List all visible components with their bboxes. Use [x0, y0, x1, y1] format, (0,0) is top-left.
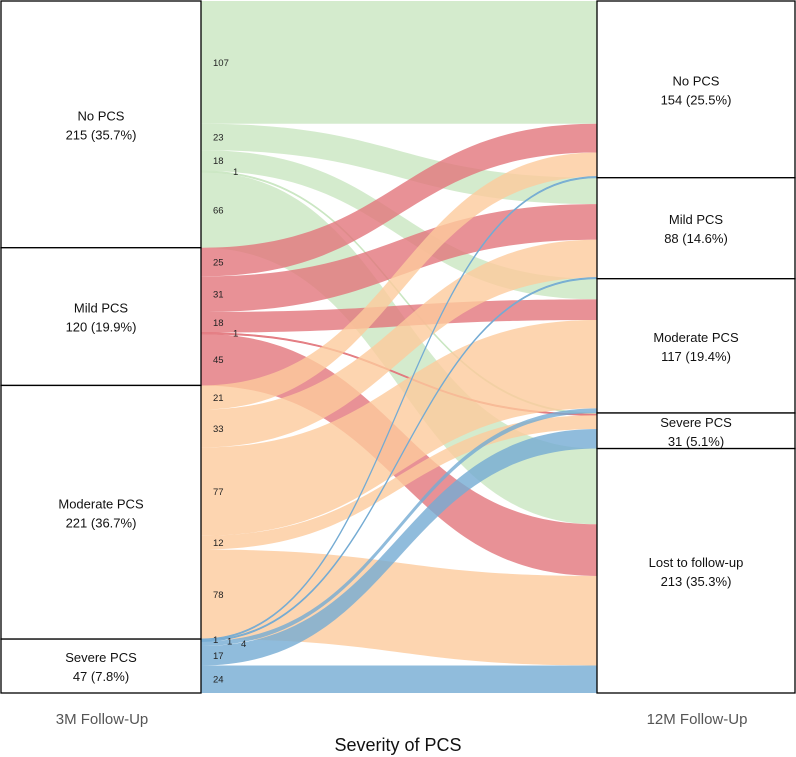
node-label: Mild PCS	[74, 301, 129, 316]
right-node-severe: Severe PCS 31 (5.1%)	[596, 412, 796, 450]
flow-mild-to-moderate	[201, 299, 597, 333]
flow-value-label: 21	[213, 393, 224, 404]
node-box	[596, 177, 796, 280]
flow-value-label: 1	[233, 329, 238, 340]
sankey-diagram: No PCS 215 (35.7%) Mild PCS 120 (19.9%) Mode…	[0, 0, 796, 694]
node-value-label: 47 (7.8%)	[73, 669, 129, 684]
flow-value-label: 4	[241, 639, 246, 650]
flow-value-label: 77	[213, 487, 224, 498]
flow-value-label: 33	[213, 424, 224, 435]
flow-value-label: 17	[213, 651, 224, 662]
node-box	[0, 0, 202, 249]
right-node-lost: Lost to follow-up 213 (35.3%)	[596, 447, 796, 694]
node-label: Mild PCS	[669, 212, 724, 227]
flow-moderate-to-mild	[201, 239, 597, 448]
flow-mild-to-no	[201, 123, 597, 277]
node-label: Lost to follow-up	[649, 555, 744, 570]
flow-value-label: 78	[213, 590, 224, 601]
node-value-label: 215 (35.7%)	[66, 127, 137, 142]
flow-moderate-to-no	[201, 152, 597, 410]
node-label: Severe PCS	[660, 415, 732, 430]
right-node-moderate: Moderate PCS 117 (19.4%)	[596, 278, 796, 414]
flow-value-label: 66	[213, 205, 224, 216]
left-node-no: No PCS 215 (35.7%)	[0, 0, 202, 249]
flow-value-label: 12	[213, 538, 224, 549]
flow-value-label: 18	[213, 318, 224, 329]
right-node-no: No PCS 154 (25.5%)	[596, 0, 796, 179]
flow-value-label: 18	[213, 156, 224, 167]
flow-severe-to-severe	[201, 429, 597, 666]
flow-value-label: 31	[213, 290, 224, 301]
flow-value-label: 1	[233, 167, 238, 178]
flow-no-to-no	[201, 1, 597, 124]
right-axis-label: 12M Follow-Up	[646, 711, 748, 728]
node-value-label: 221 (36.7%)	[66, 515, 137, 530]
node-value-label: 117 (19.4%)	[661, 349, 731, 364]
node-box	[596, 447, 796, 694]
node-label: Moderate PCS	[58, 496, 144, 511]
flow-value-label: 23	[213, 132, 224, 143]
flow-severe-to-moderate	[201, 408, 597, 646]
flow-moderate-to-moderate	[201, 320, 597, 536]
flows-layer	[200, 1, 598, 693]
left-node-mild: Mild PCS 120 (19.9%)	[0, 247, 202, 387]
flow-value-label: 25	[213, 258, 224, 269]
node-value-label: 213 (35.3%)	[661, 574, 732, 589]
left-axis-label: 3M Follow-Up	[55, 711, 149, 728]
node-box	[0, 638, 202, 694]
node-label: No PCS	[78, 108, 125, 123]
left-node-moderate: Moderate PCS 221 (36.7%)	[0, 384, 202, 640]
flow-value-label: 1	[227, 636, 232, 647]
node-label: Moderate PCS	[653, 330, 739, 345]
nodes-layer: No PCS 215 (35.7%) Mild PCS 120 (19.9%) Mode…	[0, 0, 796, 694]
flow-value-label: 45	[213, 355, 224, 366]
node-value-label: 88 (14.6%)	[664, 231, 728, 246]
flow-no-to-moderate	[201, 150, 597, 300]
flow-severe-to-lost	[201, 665, 597, 693]
node-value-label: 154 (25.5%)	[661, 92, 732, 107]
flow-mild-to-mild	[201, 204, 597, 312]
node-box	[0, 247, 202, 387]
flow-moderate-to-severe	[201, 415, 597, 550]
left-node-severe: Severe PCS 47 (7.8%)	[0, 638, 202, 694]
node-box	[596, 278, 796, 414]
node-value-label: 31 (5.1%)	[668, 434, 724, 449]
flow-value-label: 24	[213, 675, 224, 686]
node-label: Severe PCS	[65, 650, 137, 665]
flow-value-label: 107	[213, 58, 229, 69]
node-label: No PCS	[673, 73, 720, 88]
node-value-label: 120 (19.9%)	[66, 320, 137, 335]
chart-title: Severity of PCS	[334, 735, 462, 755]
node-box	[596, 0, 796, 179]
flow-value-label: 1	[213, 635, 218, 646]
right-node-mild: Mild PCS 88 (14.6%)	[596, 177, 796, 280]
node-box	[0, 384, 202, 640]
